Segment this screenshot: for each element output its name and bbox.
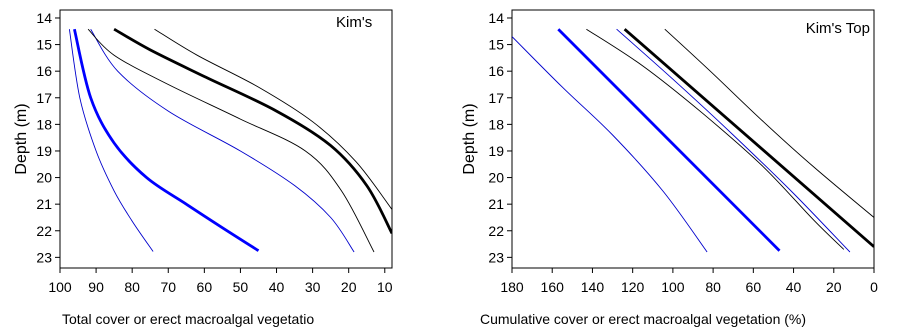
chart-0-series-1-line — [73, 28, 260, 252]
right-plot-lines — [512, 28, 874, 253]
right-chart-title: Kim's Top — [806, 20, 870, 37]
chart-1-series-4-line — [623, 28, 874, 248]
chart-1-x-tick-label: 40 — [786, 279, 802, 295]
left-plot-lines — [68, 27, 392, 253]
chart-0-y-tick-label: 20 — [36, 170, 52, 186]
chart-0-x-tick-label: 70 — [160, 279, 176, 295]
chart-0-y-tick-label: 16 — [36, 63, 52, 79]
chart-1-y-tick-label: 16 — [488, 63, 504, 79]
chart-1-y-tick-label: 18 — [488, 116, 504, 132]
chart-1-x-tick-label: 0 — [870, 279, 878, 295]
left-plot-frame — [59, 9, 393, 269]
chart-1-y-tick-label: 17 — [488, 90, 504, 106]
chart-0-x-tick-label: 30 — [305, 279, 321, 295]
left-x-axis: 100 90 80 70 60 50 40 30 20 10 — [48, 268, 393, 295]
chart-0-y-tick-label: 17 — [36, 90, 52, 106]
chart-1-x-tick-label: 20 — [826, 279, 842, 295]
chart-0-series-0-line — [68, 29, 154, 252]
chart-1-x-tick-label: 100 — [661, 279, 685, 295]
chart-0-x-tick-label: 100 — [48, 279, 72, 295]
left-chart-title: Kim's — [336, 14, 372, 31]
chart-0-x-tick-label: 50 — [233, 279, 249, 295]
chart-1-series-5-line — [664, 28, 874, 218]
chart-0-y-tick-label: 21 — [36, 196, 52, 212]
chart-1-y-tick-label: 20 — [488, 170, 504, 186]
chart-0-series-5-line — [154, 28, 392, 210]
right-y-axis-label: Depth (m) — [461, 103, 478, 174]
chart-0-y-tick-label: 22 — [36, 223, 52, 239]
chart-1-series-0-line — [512, 36, 708, 253]
left-y-axis-label: Depth (m) — [13, 103, 30, 174]
chart-0-series-2-line — [90, 28, 355, 253]
chart-1-x-tick-label: 80 — [705, 279, 721, 295]
left-y-axis: 14 15 16 17 18 19 20 21 22 23 — [36, 10, 60, 265]
chart-0-y-tick-label: 15 — [36, 37, 52, 53]
left-chart-panel: 100 90 80 70 60 50 40 30 20 10 14 15 16 17 18 19 20 21 22… — [13, 9, 393, 327]
chart-1-x-tick-label: 180 — [500, 279, 524, 295]
chart-0-x-tick-label: 60 — [197, 279, 213, 295]
chart-0-x-tick-label: 90 — [88, 279, 104, 295]
chart-1-x-tick-label: 60 — [746, 279, 762, 295]
chart-1-series-1-line — [557, 28, 781, 252]
chart-1-y-tick-label: 14 — [488, 10, 504, 26]
chart-0-series-3-line — [87, 28, 375, 253]
chart-1-series-3-line — [586, 28, 845, 250]
chart-0-x-tick-label: 40 — [269, 279, 285, 295]
chart-1-y-tick-label: 21 — [488, 196, 504, 212]
right-plot-frame — [511, 9, 875, 269]
chart-0-x-tick-label: 20 — [341, 279, 357, 295]
chart-1-y-tick-label: 22 — [488, 223, 504, 239]
chart-1-x-tick-label: 120 — [621, 279, 645, 295]
chart-1-x-tick-label: 140 — [581, 279, 605, 295]
chart-1-y-tick-label: 15 — [488, 37, 504, 53]
chart-1-y-tick-label: 19 — [488, 143, 504, 159]
chart-1-x-tick-label: 160 — [541, 279, 565, 295]
right-x-axis: 180 160 140 120 100 80 60 40 20 0 — [500, 268, 878, 295]
chart-0-y-tick-label: 14 — [36, 10, 52, 26]
chart-0-y-tick-label: 18 — [36, 116, 52, 132]
chart-0-y-tick-label: 23 — [36, 249, 52, 265]
right-chart-panel: 180 160 140 120 100 80 60 40 20 0 14 15 16 17 18 19 20 2… — [461, 9, 878, 327]
chart-0-x-tick-label: 80 — [124, 279, 140, 295]
right-y-axis: 14 15 16 17 18 19 20 21 22 23 — [488, 10, 512, 265]
chart-0-series-4-line — [113, 27, 392, 235]
right-x-axis-label: Cumulative cover or erect macroalgal veg… — [480, 311, 806, 327]
chart-1-series-2-line — [616, 28, 851, 253]
chart-0-x-tick-label: 10 — [377, 279, 393, 295]
chart-0-y-tick-label: 19 — [36, 143, 52, 159]
left-x-axis-label: Total cover or erect macroalgal vegetati… — [62, 311, 314, 327]
chart-1-y-tick-label: 23 — [488, 249, 504, 265]
